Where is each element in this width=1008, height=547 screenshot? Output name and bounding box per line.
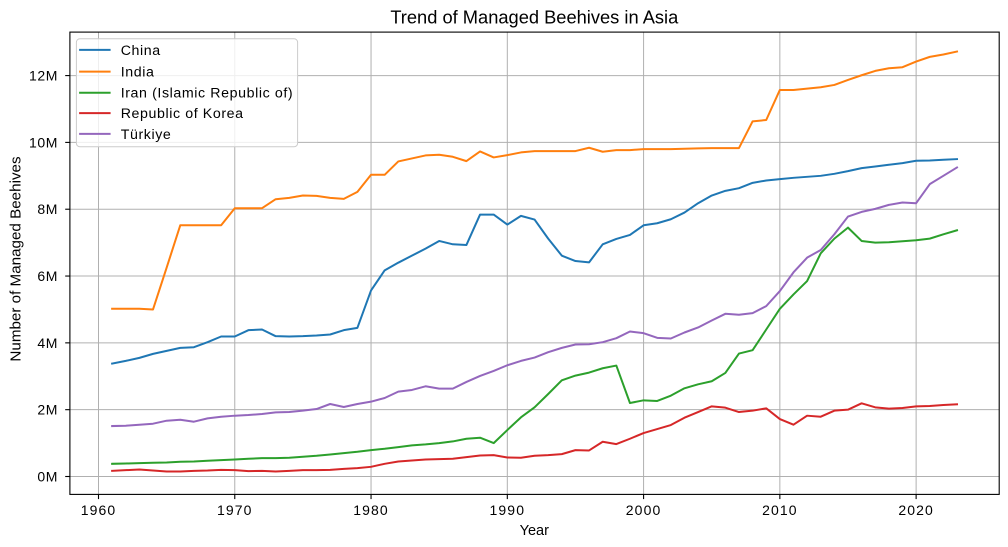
svg-text:1960: 1960 xyxy=(81,502,117,518)
svg-text:10M: 10M xyxy=(29,134,58,150)
svg-text:2020: 2020 xyxy=(898,502,934,518)
svg-text:2M: 2M xyxy=(37,402,58,418)
svg-text:Trend of Managed Beehives in A: Trend of Managed Beehives in Asia xyxy=(390,7,679,28)
svg-text:2010: 2010 xyxy=(762,502,798,518)
svg-text:1980: 1980 xyxy=(353,502,389,518)
svg-text:Iran (Islamic Republic of): Iran (Islamic Republic of) xyxy=(121,86,294,102)
svg-text:6M: 6M xyxy=(37,268,58,284)
svg-text:4M: 4M xyxy=(37,335,58,351)
svg-text:China: China xyxy=(121,43,161,59)
svg-text:Türkiye: Türkiye xyxy=(121,127,172,143)
svg-text:8M: 8M xyxy=(37,201,58,217)
svg-text:12M: 12M xyxy=(29,67,58,83)
svg-text:Republic of Korea: Republic of Korea xyxy=(121,106,244,122)
svg-text:Year: Year xyxy=(520,523,549,539)
svg-text:1970: 1970 xyxy=(217,502,253,518)
svg-text:Number of Managed Beehives: Number of Managed Beehives xyxy=(8,156,25,362)
svg-text:India: India xyxy=(121,65,155,81)
svg-text:1990: 1990 xyxy=(490,502,526,518)
svg-text:0M: 0M xyxy=(37,468,58,484)
svg-text:2000: 2000 xyxy=(626,502,662,518)
